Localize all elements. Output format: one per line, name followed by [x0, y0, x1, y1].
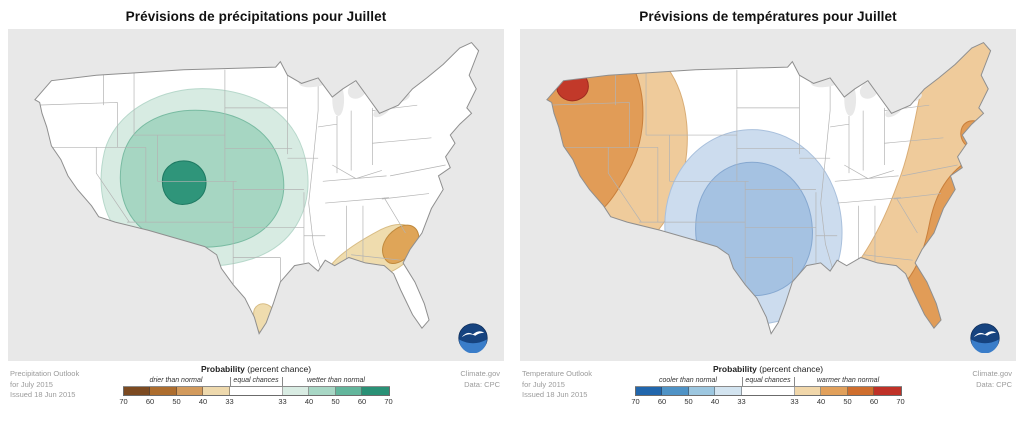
- legend-category-labels: cooler than normal equal chances warmer …: [634, 377, 902, 387]
- legend-title-bold: Probability: [200, 364, 245, 374]
- legend-label-equal: equal chances: [741, 377, 795, 386]
- legend-label-below: cooler than normal: [659, 377, 717, 384]
- precipitation-footer: Precipitation Outlook for July 2015 Issu…: [8, 364, 504, 422]
- legend-title-rest: (percent chance): [244, 364, 312, 374]
- page-title: Prévisions de précipitations pour Juille…: [125, 9, 387, 24]
- outlook-line-3: Issued 18 Jun 2015: [522, 390, 588, 399]
- data-source-label: Data: CPC: [464, 379, 500, 389]
- state-borders: [37, 67, 445, 287]
- us-outline: [547, 43, 991, 334]
- temperature-map-area: [520, 29, 1016, 361]
- precipitation-map: [8, 29, 504, 361]
- legend-label-above: warmer than normal: [816, 377, 880, 384]
- us-outline: [35, 43, 479, 334]
- temperature-legend: Probability (percent chance) cooler than…: [631, 364, 905, 408]
- temperature-footer: Temperature Outlook for July 2015 Issued…: [520, 364, 1016, 422]
- noaa-logo-icon: [458, 323, 488, 353]
- legend-title: Probability (percent chance): [635, 364, 902, 374]
- legend-category-labels: drier than normal equal chances wetter t…: [122, 377, 390, 387]
- outlook-attribution: Precipitation Outlook for July 2015 Issu…: [10, 369, 79, 401]
- temperature-panel: Prévisions de températures pour Juillet: [512, 0, 1024, 422]
- outlook-line-2: for July 2015: [522, 379, 565, 389]
- outlook-line-1: Temperature Outlook: [522, 369, 593, 378]
- legend-colorbar: [122, 387, 390, 396]
- page-title: Prévisions de températures pour Juillet: [639, 9, 897, 24]
- legend-label-equal: equal chances: [229, 377, 283, 386]
- temperature-map: [520, 29, 1016, 361]
- legend-tick-labels: 70 60 50 40 33 33 40 50 60 70: [631, 397, 905, 406]
- climate-gov-label: Climate.gov: [460, 369, 500, 378]
- climate-gov-label: Climate.gov: [972, 369, 1012, 378]
- outlook-attribution: Temperature Outlook for July 2015 Issued…: [522, 369, 592, 401]
- wetter-core-contour: [162, 161, 206, 205]
- source-attribution: Climate.gov Data: CPC: [972, 369, 1012, 390]
- precipitation-panel: Prévisions de précipitations pour Juille…: [8, 9, 504, 422]
- legend-title-rest: (percent chance): [756, 364, 824, 374]
- noaa-logo-icon: [970, 323, 1000, 353]
- outlook-line-2: for July 2015: [10, 379, 53, 389]
- legend-title-bold: Probability: [712, 364, 757, 374]
- legend-label-above: wetter than normal: [307, 377, 365, 384]
- outlook-line-1: Precipitation Outlook: [10, 369, 80, 378]
- legend-tick-labels: 70 60 50 40 33 33 40 50 60 70: [119, 397, 393, 406]
- precipitation-map-area: [8, 29, 504, 361]
- precipitation-legend: Probability (percent chance) drier than …: [119, 364, 393, 408]
- legend-label-below: drier than normal: [149, 377, 203, 384]
- legend-colorbar: [634, 387, 902, 396]
- source-attribution: Climate.gov Data: CPC: [460, 369, 500, 390]
- legend-title: Probability (percent chance): [123, 364, 390, 374]
- state-borders: [549, 67, 957, 287]
- data-source-label: Data: CPC: [976, 379, 1012, 389]
- outlook-line-3: Issued 18 Jun 2015: [10, 390, 76, 399]
